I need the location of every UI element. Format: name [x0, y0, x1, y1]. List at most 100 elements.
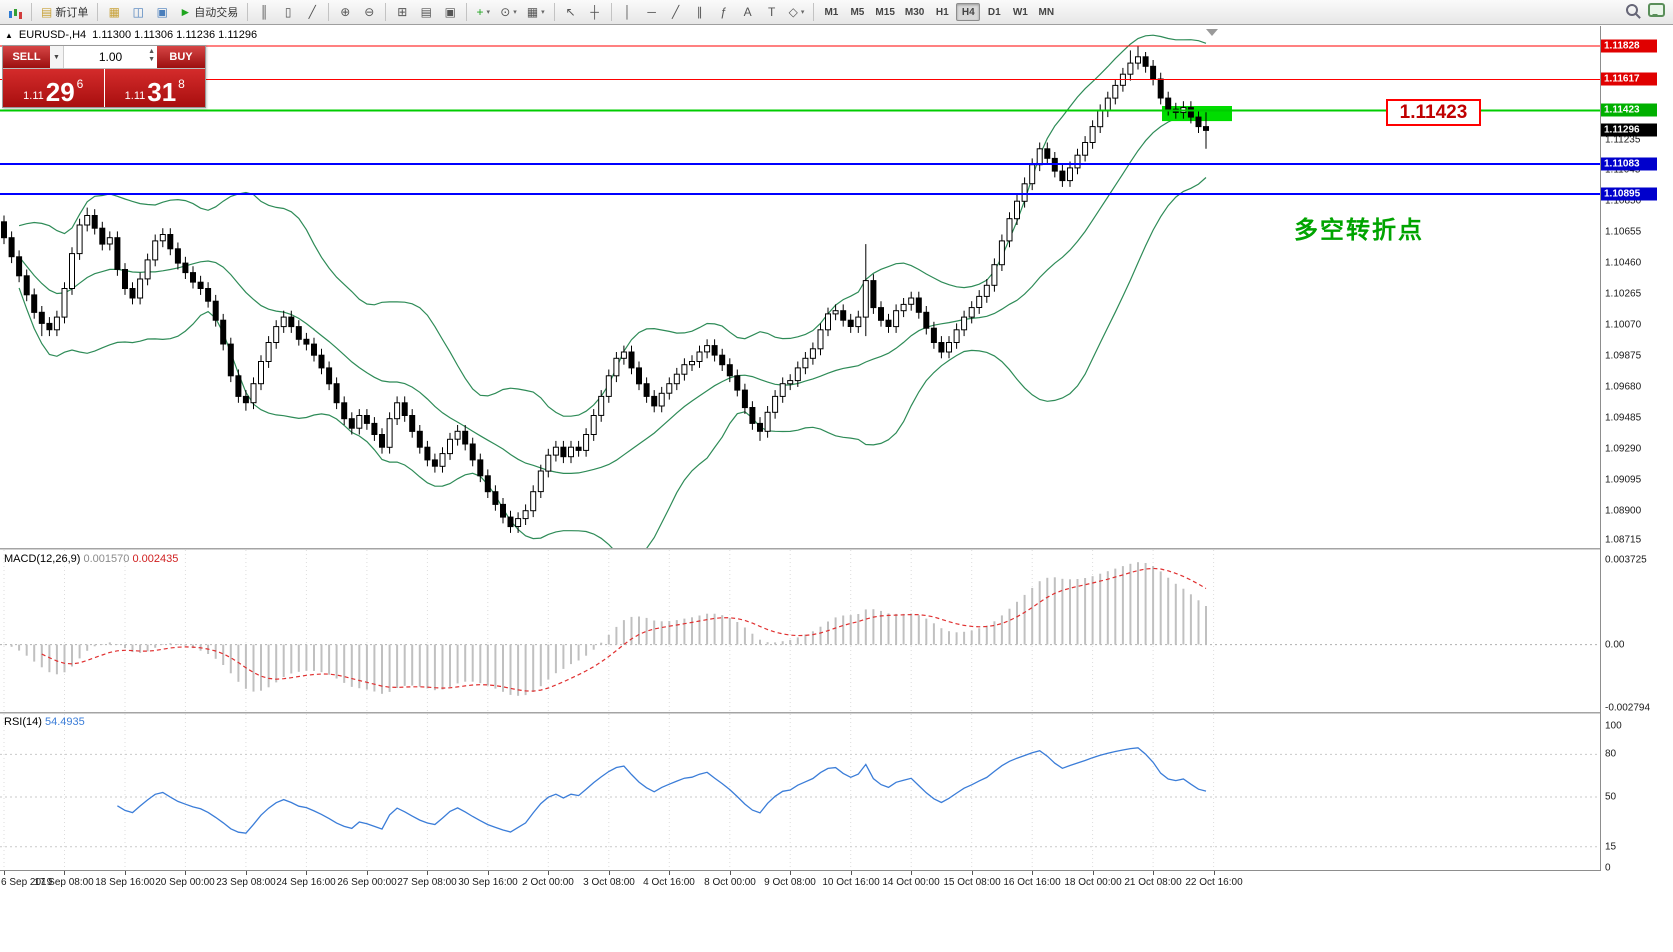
buy-price-display[interactable]: 1.11 31 8 [104, 69, 205, 107]
macd-window-separator[interactable] [0, 548, 1673, 550]
volume-down-icon[interactable]: ▼ [148, 56, 155, 63]
market-watch-icon: ▦ [108, 5, 121, 19]
date-tick [185, 871, 186, 875]
trendline-icon: ╱ [672, 5, 680, 19]
toolbar-separator [610, 3, 612, 21]
text-icon: A [743, 5, 752, 19]
periods-button[interactable]: ⊙ ▾ [496, 2, 521, 22]
sell-button[interactable]: SELL [3, 46, 50, 68]
price-level-chip: 1.10895 [1601, 187, 1657, 201]
shapes-icon: ◇ [788, 5, 798, 19]
macd-subwindow-plot[interactable] [0, 550, 1600, 712]
timeframe-button-h1[interactable]: H1 [935, 6, 949, 18]
periods-icon: ⊙ [500, 5, 511, 19]
date-axis-label: 6 Sep 2019 [1, 877, 53, 888]
zoom-out-button[interactable]: ⊖ [358, 2, 380, 22]
toolbar-separator [466, 3, 468, 21]
rsi-axis-label: 80 [1605, 748, 1617, 760]
timeframe-button-m15[interactable]: M15 [875, 6, 895, 18]
vertical-line-button[interactable]: │ [617, 2, 639, 22]
channel-button[interactable]: ∥ [689, 2, 711, 22]
chevron-down-icon[interactable]: ▾ [513, 9, 517, 16]
date-axis-label: 27 Sep 08:00 [397, 877, 457, 888]
shapes-button[interactable]: ◇ ▾ [785, 2, 809, 22]
tile-windows-button[interactable]: ⊞ [391, 2, 413, 22]
sell-price-display[interactable]: 1.11 29 6 [3, 69, 104, 107]
indicators-button[interactable]: + ▾ [472, 2, 494, 22]
chevron-down-icon[interactable]: ▾ [541, 9, 545, 16]
fibonacci-button[interactable]: ƒ [713, 2, 735, 22]
navigator-button[interactable]: ◫ [127, 2, 149, 22]
date-tick [306, 871, 307, 875]
date-axis-label: 10 Oct 16:00 [822, 877, 880, 888]
date-axis[interactable]: 6 Sep 2019 17 Sep 08:00 18 Sep 16:00 20 Sep… [0, 871, 1600, 896]
date-axis-label: 18 Oct 00:00 [1064, 877, 1122, 888]
price-callout-box[interactable]: 1.11423 [1386, 99, 1481, 126]
cascade-windows-button[interactable]: ▣ [439, 2, 461, 22]
chevron-down-icon[interactable]: ▾ [486, 9, 490, 16]
timeframe-button-d1[interactable]: D1 [987, 6, 1001, 18]
trendline-button[interactable]: ╱ [665, 2, 687, 22]
candlestick-chart-button[interactable]: ▯ [277, 2, 299, 22]
rsi-subwindow-plot[interactable] [0, 714, 1600, 870]
bar-chart-icon: ║ [259, 5, 269, 19]
macd-axis-label: -0.002794 [1605, 702, 1651, 714]
price-axis[interactable]: 1.112351.110451.108501.106551.104601.102… [1601, 26, 1673, 874]
line-chart-button[interactable]: ╱ [301, 2, 323, 22]
new-order-button[interactable]: ▤ 新订单 [37, 2, 92, 22]
volume-value: 1.00 [98, 50, 123, 64]
rsi-window-separator[interactable] [0, 712, 1673, 714]
chevron-down-icon[interactable]: ▾ [800, 9, 805, 16]
macd-signal-value: 0.002435 [132, 553, 179, 565]
pivot-text-annotation[interactable]: 多空转折点 [1294, 217, 1424, 244]
date-tick [790, 871, 791, 875]
terminal-button[interactable]: ▣ [151, 2, 173, 22]
price-level-chip: 1.11423 [1601, 103, 1657, 117]
timeframe-button-m1[interactable]: M1 [824, 6, 839, 18]
timeframe-button-m30[interactable]: M30 [904, 6, 925, 18]
market-watch-button[interactable]: ▦ [103, 2, 125, 22]
date-axis-label: 15 Oct 08:00 [943, 877, 1001, 888]
date-tick [669, 871, 670, 875]
label-button[interactable]: T [761, 2, 783, 22]
chat-icon[interactable] [1648, 3, 1665, 17]
candlestick-chart-icon: ▯ [284, 5, 292, 19]
search-icon[interactable] [1626, 4, 1638, 16]
macd-name: MACD(12,26,9) [4, 553, 81, 565]
arrange-windows-button[interactable]: ▤ [415, 2, 437, 22]
volume-stepper[interactable]: ▲ ▼ [148, 48, 155, 64]
date-axis-label: 24 Sep 16:00 [276, 877, 336, 888]
volume-input[interactable]: 1.00 ▲ ▼ [64, 46, 157, 68]
tile-windows-icon: ⊞ [397, 5, 408, 19]
chart-title-bar: ▲ EURUSD-,H4 1.11300 1.11306 1.11236 1.1… [5, 29, 257, 41]
templates-button[interactable]: ▦ ▾ [523, 2, 549, 22]
bar-chart-button[interactable]: ║ [253, 2, 275, 22]
app-icon [4, 2, 26, 22]
timeframe-button-w1[interactable]: W1 [1012, 6, 1028, 18]
collapse-marker-icon[interactable]: ▲ [5, 30, 13, 40]
cursor-button[interactable]: ↖ [560, 2, 582, 22]
timeframe-button-m5[interactable]: M5 [850, 6, 865, 18]
date-axis-label: 3 Oct 08:00 [583, 877, 635, 888]
date-tick [972, 871, 973, 875]
price-axis-label: 1.09290 [1605, 443, 1642, 455]
price-axis-border [1600, 26, 1601, 871]
timeframe-button-h4[interactable]: H4 [956, 3, 981, 21]
text-button[interactable]: A [737, 2, 759, 22]
zoom-in-button[interactable]: ⊕ [334, 2, 356, 22]
autotrading-button[interactable]: ► 自动交易 [175, 2, 242, 22]
timeframe-button-mn[interactable]: MN [1038, 6, 1055, 18]
date-axis-separator [0, 870, 1673, 871]
price-axis-label: 1.10850 [1605, 195, 1642, 207]
order-type-caret-icon[interactable]: ▼ [50, 46, 64, 68]
crosshair-button[interactable]: ┼ [584, 2, 606, 22]
horizontal-line-button[interactable]: ─ [641, 2, 663, 22]
rsi-axis-label: 50 [1605, 791, 1617, 803]
volume-up-icon[interactable]: ▲ [148, 48, 155, 55]
date-axis-label: 4 Oct 16:00 [643, 877, 695, 888]
rsi-name: RSI(14) [4, 716, 42, 728]
date-tick [488, 871, 489, 875]
buy-button[interactable]: BUY [157, 46, 205, 68]
main-chart-plot[interactable] [0, 26, 1600, 548]
